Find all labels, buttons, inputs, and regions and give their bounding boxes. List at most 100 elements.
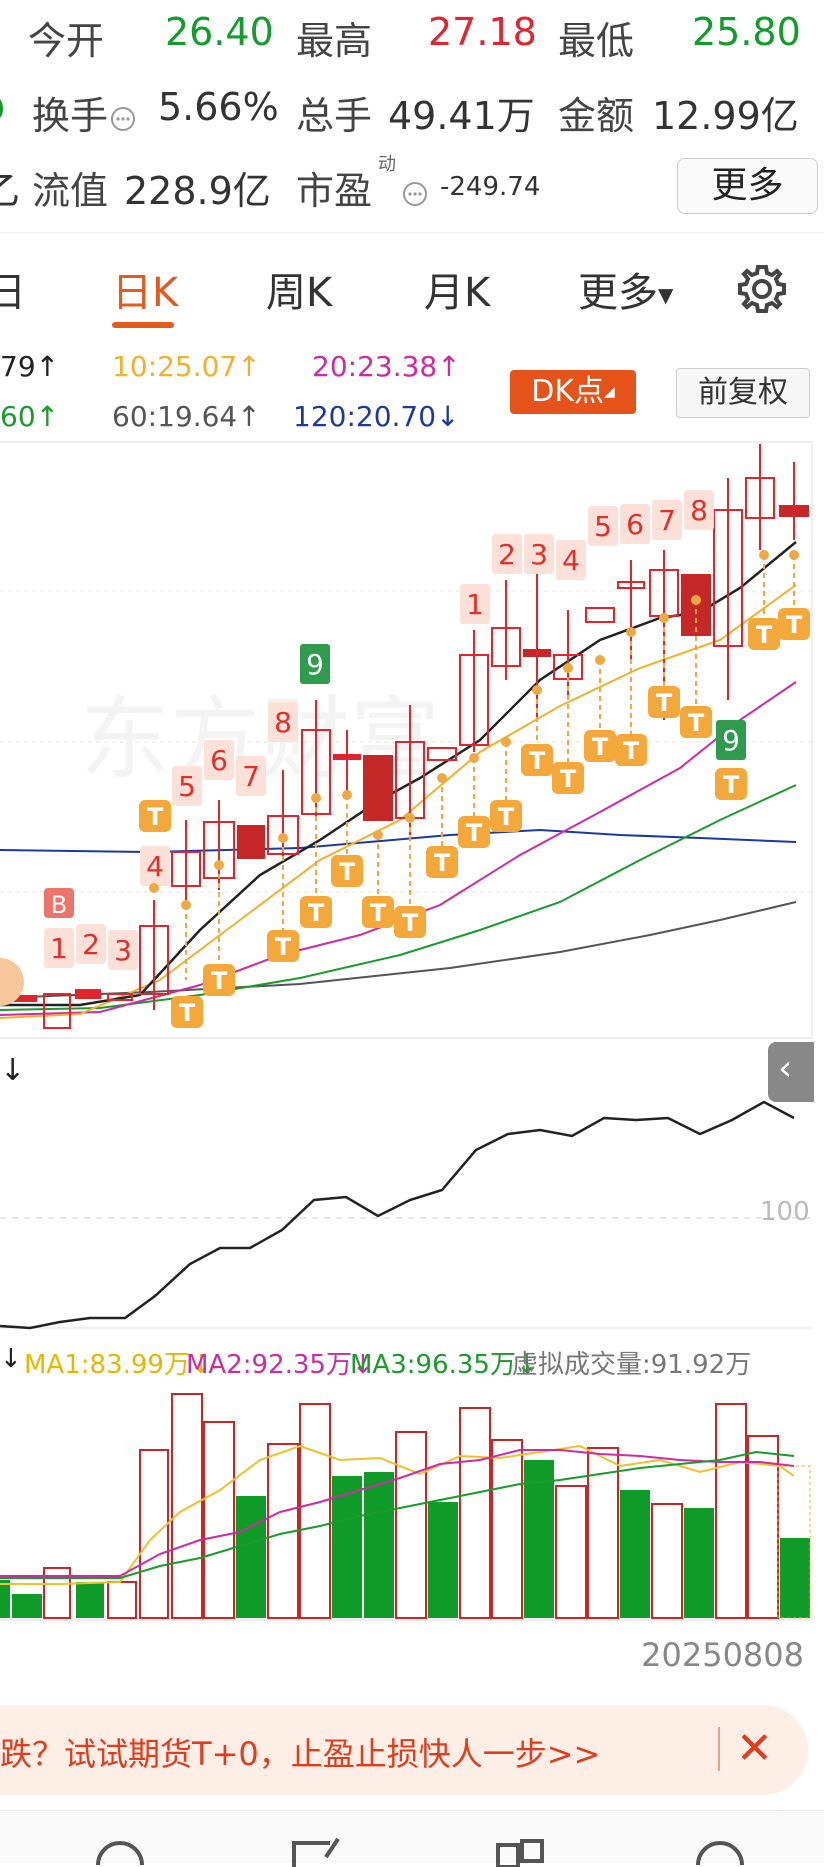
divider	[0, 232, 824, 233]
pe-superscript: 动	[378, 154, 396, 175]
t-marker: T	[402, 909, 419, 937]
ad-divider	[718, 1727, 720, 1771]
futures-ad-banner[interactable]: 跌？试试期货T+0，止盈止损快人一步>> ✕	[0, 1705, 808, 1795]
seq-marker-nine: 9	[722, 724, 740, 757]
quote-row-2: 9 换手 5.66% 总手 49.41万 金额 12.99亿	[0, 75, 824, 145]
collapse-tab[interactable]: ‹	[768, 1042, 814, 1102]
t-marker: T	[308, 899, 325, 927]
tab-more-label: 更多	[578, 270, 658, 316]
ma10-legend: 10:25.07↑	[112, 350, 261, 383]
float-value: 228.9亿	[124, 169, 271, 213]
seq-marker: 3	[530, 538, 548, 571]
dk-point-button[interactable]: DK点◢	[510, 370, 636, 414]
virtual-volume: 虚拟成交量:91.92万	[512, 1350, 752, 1380]
kline-chart[interactable]: 东方财富	[0, 440, 824, 1720]
seq-marker: 7	[658, 504, 676, 537]
volume-ma3: MA3:96.35万↓	[350, 1350, 538, 1380]
ad-text: 跌？试试期货T+0，止盈止损快人一步>>	[0, 1735, 601, 1773]
more-icon[interactable]	[690, 1835, 750, 1865]
t-marker: T	[592, 733, 609, 761]
pe-value: -249.74	[440, 172, 541, 202]
bottom-toolbar	[0, 1810, 824, 1867]
t-marker: T	[623, 737, 640, 765]
seq-marker: 2	[498, 538, 516, 571]
ma5-legend: 79↑	[0, 350, 60, 383]
seq-marker: 5	[594, 510, 612, 543]
info-icon[interactable]	[110, 97, 136, 141]
quote-row-3: 乙 流值 228.9亿 市盈 动 -249.74	[0, 150, 824, 220]
turnover-label: 换手	[32, 94, 109, 138]
ma120-legend: 120:20.70↓	[293, 400, 460, 433]
ma20-legend: 20:23.38↑	[312, 350, 461, 383]
active-tab-indicator	[112, 322, 174, 328]
t-marker: T	[466, 819, 483, 847]
caret-down-icon: ▼	[658, 283, 674, 307]
seq-marker: 2	[82, 928, 100, 961]
tab-monthly[interactable]: 月K	[424, 270, 491, 316]
row2-partial-glyph: 9	[0, 93, 5, 128]
t-marker: T	[688, 709, 705, 737]
high-value: 27.18	[428, 10, 537, 54]
tab-daily[interactable]: 日K	[112, 270, 179, 316]
date-label: 20250808	[641, 1636, 804, 1674]
seq-marker: 4	[562, 544, 580, 577]
amount-label: 金额	[558, 94, 635, 138]
volume-label: 总手	[296, 94, 373, 138]
float-value-label: 流值	[32, 169, 109, 213]
t-marker: T	[211, 967, 228, 995]
seq-marker-nine: 9	[306, 648, 324, 681]
volume-ma2: MA2:92.35万↓	[186, 1350, 374, 1380]
volume-ma1: MA1:83.99万↓	[24, 1350, 212, 1380]
turnover-value: 5.66%	[158, 85, 279, 129]
seq-marker: 1	[50, 932, 68, 965]
edit-icon[interactable]	[290, 1837, 350, 1867]
tab-more[interactable]: 更多▼	[578, 260, 673, 318]
buy-marker: B	[51, 891, 67, 919]
seq-marker: 1	[466, 588, 484, 621]
open-label: 今开	[28, 19, 105, 63]
period-tabs: 日 日K 周K 月K 更多▼	[0, 250, 824, 330]
indicator-100-label: 100	[760, 1197, 810, 1227]
t-marker: T	[560, 765, 577, 793]
pe-label: 市盈	[296, 169, 373, 213]
seq-marker: 6	[626, 508, 644, 541]
t-marker: T	[147, 803, 164, 831]
volume-partial-glyph: ↓	[0, 1344, 22, 1374]
amount-value: 12.99亿	[652, 94, 799, 138]
ma60-legend: 60:19.64↑	[112, 400, 261, 433]
gear-icon[interactable]	[735, 262, 789, 320]
t-marker: T	[498, 803, 515, 831]
seq-marker: 8	[690, 494, 708, 527]
chevron-left-icon: ‹	[778, 1048, 793, 1089]
t-marker: T	[656, 689, 673, 717]
seq-marker: 7	[242, 760, 260, 793]
seq-marker: 6	[210, 744, 228, 777]
tab-weekly[interactable]: 周K	[266, 270, 333, 316]
seq-marker: 3	[114, 934, 132, 967]
t-marker: T	[275, 933, 292, 961]
close-icon[interactable]: ✕	[736, 1723, 773, 1774]
t-marker: T	[339, 858, 356, 886]
refresh-icon[interactable]	[90, 1835, 150, 1865]
indicator-partial-glyph: ↓	[0, 1053, 25, 1088]
ma30-legend: 60↑	[0, 400, 60, 433]
t-marker: T	[756, 621, 773, 649]
t-marker: T	[723, 771, 740, 799]
t-marker: T	[370, 899, 387, 927]
grid-icon[interactable]	[490, 1837, 550, 1867]
pe-info-icon[interactable]	[402, 172, 428, 216]
seq-marker: 4	[146, 850, 164, 883]
t-marker: T	[786, 611, 803, 639]
volume-value: 49.41万	[388, 94, 535, 138]
more-button[interactable]: 更多	[677, 158, 818, 214]
dk-point-label: DK点	[531, 374, 604, 409]
corner-triangle-icon: ◢	[604, 384, 615, 400]
tab-partial[interactable]: 日	[0, 270, 26, 316]
t-marker: T	[179, 999, 196, 1027]
seq-marker: 5	[178, 770, 196, 803]
t-marker: T	[434, 849, 451, 877]
row3-partial-glyph: 乙	[0, 169, 21, 213]
high-label: 最高	[296, 19, 373, 63]
forward-adjust-button[interactable]: 前复权	[676, 368, 810, 418]
quote-row-1: 今开 26.40 最高 27.18 最低 25.80	[0, 0, 824, 70]
